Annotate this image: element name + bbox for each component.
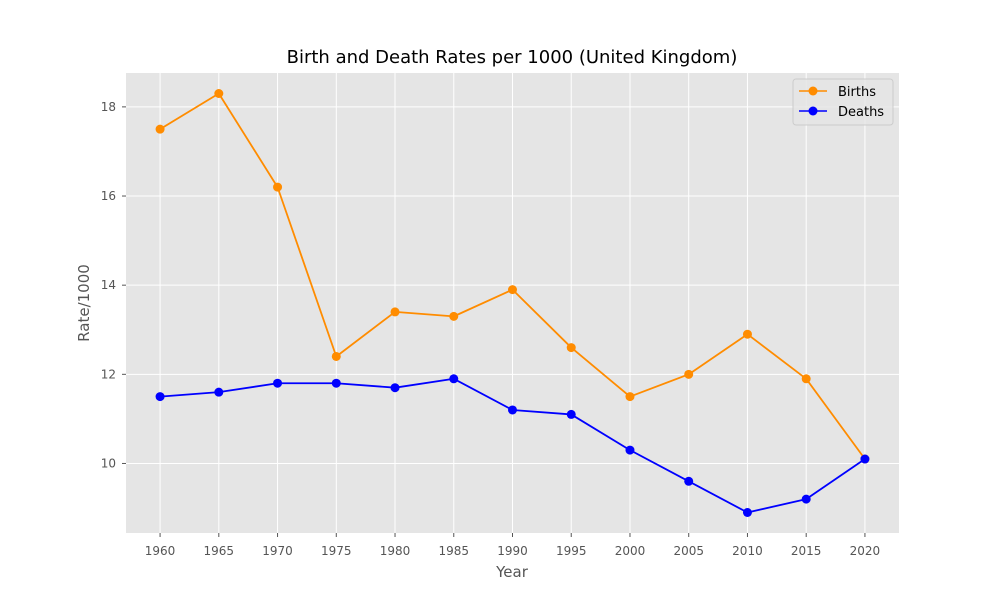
data-point-births	[508, 285, 517, 295]
x-tick-label: 1990	[497, 544, 528, 558]
series-layer	[155, 89, 870, 517]
legend-label-births: Births	[838, 85, 876, 100]
legend: Births Deaths	[792, 78, 894, 126]
x-tick-label: 1980	[380, 544, 411, 558]
data-point-deaths	[214, 387, 224, 397]
y-tick-label: 10	[101, 456, 116, 470]
data-point-births	[331, 351, 341, 361]
x-tick-label: 1965	[204, 544, 235, 558]
y-tick-label: 14	[101, 278, 116, 292]
legend-label-deaths: Deaths	[838, 105, 884, 120]
ticks: 1960 1965 1970 1975 1980 1985 1990 1995 2000 2005…	[101, 100, 880, 558]
legend-marker-deaths	[808, 106, 818, 116]
data-point-births	[742, 329, 752, 339]
data-point-deaths	[390, 383, 400, 393]
y-axis-label: Rate/1000	[75, 264, 93, 342]
data-point-deaths	[566, 409, 576, 419]
data-point-deaths	[508, 405, 517, 415]
x-tick-label: 1975	[321, 544, 352, 558]
y-tick-label: 12	[101, 367, 116, 381]
x-tick-label: 1995	[556, 544, 587, 558]
data-point-births	[801, 374, 811, 384]
x-tick-label: 2000	[615, 544, 646, 558]
data-point-deaths	[684, 476, 694, 486]
y-tick-label: 16	[101, 189, 116, 203]
chart-title: Birth and Death Rates per 1000 (United K…	[287, 47, 738, 68]
data-point-births	[625, 392, 635, 402]
grid	[126, 73, 899, 533]
data-point-births	[273, 182, 283, 192]
x-tick-label: 1985	[438, 544, 469, 558]
x-tick-label: 2020	[850, 544, 881, 558]
data-point-births	[390, 307, 400, 317]
data-point-births	[214, 89, 224, 99]
data-point-deaths	[625, 445, 635, 455]
data-point-births	[684, 369, 694, 379]
x-axis-label: Year	[495, 563, 529, 581]
data-point-deaths	[742, 507, 752, 517]
legend-marker-births	[808, 86, 818, 96]
data-point-births	[566, 343, 576, 353]
data-point-deaths	[860, 454, 870, 464]
data-point-deaths	[801, 494, 811, 504]
series-deaths	[155, 374, 870, 517]
y-tick-label: 18	[101, 100, 116, 114]
x-tick-label: 1970	[262, 544, 293, 558]
data-point-deaths	[331, 378, 341, 388]
data-point-deaths	[273, 378, 283, 388]
data-point-births	[449, 311, 459, 321]
x-tick-label: 2015	[791, 544, 822, 558]
x-tick-label: 2010	[732, 544, 763, 558]
data-point-deaths	[155, 392, 165, 402]
series-births	[155, 89, 870, 464]
x-tick-label: 2005	[673, 544, 704, 558]
data-point-deaths	[449, 374, 459, 384]
data-point-births	[155, 124, 165, 134]
x-tick-label: 1960	[145, 544, 176, 558]
